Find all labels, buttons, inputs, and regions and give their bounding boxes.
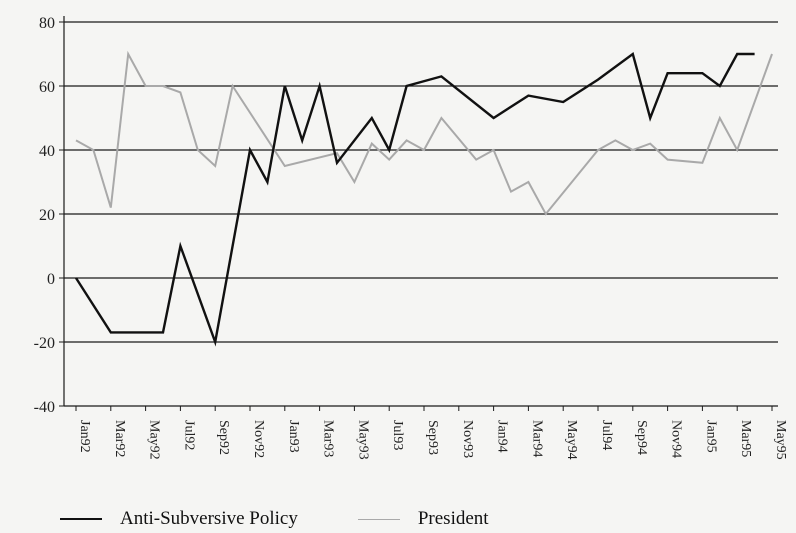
y-tick-label: 40 — [39, 143, 55, 160]
x-tick-label: Sep92 — [216, 420, 231, 455]
y-tick-label: -40 — [34, 399, 55, 416]
y-tick-label: 20 — [39, 207, 55, 224]
series-line-president — [75, 50, 773, 216]
legend: Anti-Subversive Policy President — [60, 508, 489, 530]
x-tick-label: Jan95 — [703, 420, 718, 453]
y-tick-label: 0 — [47, 271, 55, 288]
x-tick-label: May93 — [355, 420, 370, 460]
legend-swatch-president — [357, 518, 400, 520]
legend-item-anti-subversive-policy: Anti-Subversive Policy — [60, 508, 298, 530]
legend-label-anti-subversive-policy: Anti-Subversive Policy — [120, 508, 298, 529]
x-tick-label: Nov94 — [669, 420, 684, 458]
x-tick-label: Mar93 — [321, 420, 336, 457]
x-tick-label: Jul94 — [599, 420, 614, 450]
x-axis-ticks: Jan92 Mar92 May92 Jul92 Sep92 Nov92 Jan93 Mar93… — [75, 406, 788, 460]
series-line-anti-subversive-policy — [74, 51, 755, 347]
x-tick-label: Jul92 — [181, 420, 196, 450]
x-tick-label: Jan93 — [286, 420, 301, 453]
y-tick-label: 60 — [39, 79, 55, 96]
x-tick-label: Sep94 — [634, 420, 649, 455]
y-tick-label: 80 — [39, 15, 55, 32]
x-tick-label: Jul93 — [390, 420, 405, 450]
legend-swatch-anti-subversive-policy — [60, 518, 102, 520]
x-tick-label: May95 — [773, 420, 788, 460]
x-tick-label: Nov92 — [251, 420, 266, 458]
x-tick-label: Jan94 — [495, 420, 510, 453]
x-tick-label: Sep93 — [425, 420, 440, 455]
x-tick-label: May94 — [564, 420, 579, 460]
x-tick-label: Mar94 — [529, 420, 544, 457]
legend-item-president: President — [357, 508, 489, 530]
x-tick-label: Jan92 — [77, 420, 92, 453]
gridlines — [64, 21, 778, 343]
x-tick-label: Mar92 — [112, 420, 127, 457]
x-tick-label: May92 — [147, 420, 162, 460]
x-tick-label: Nov93 — [460, 420, 475, 458]
x-tick-label: Mar95 — [738, 420, 753, 457]
y-axis-ticks: 80 60 40 20 0 -20 -40 — [34, 15, 64, 416]
legend-label-president: President — [417, 508, 489, 529]
y-tick-label: -20 — [34, 335, 55, 352]
series-lines — [74, 50, 773, 347]
